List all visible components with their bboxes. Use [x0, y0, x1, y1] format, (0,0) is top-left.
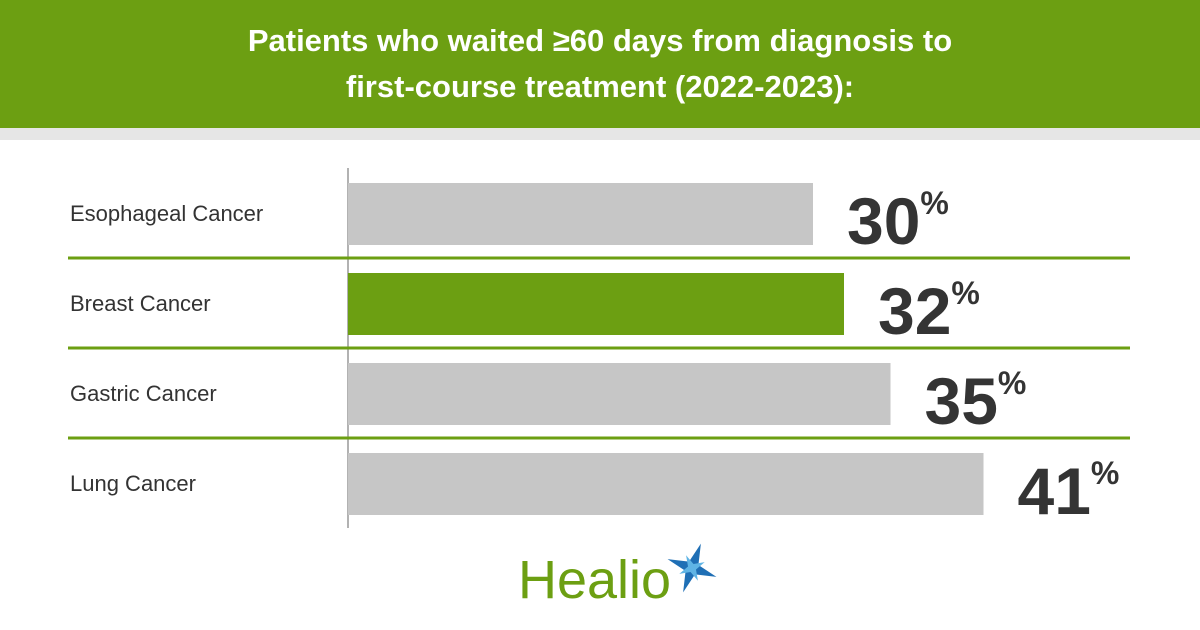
header: Patients who waited ≥60 days from diagno…	[0, 0, 1200, 128]
value-number: 41	[1018, 454, 1091, 528]
value-label: 35%	[925, 364, 1027, 438]
value-number: 35	[925, 364, 998, 438]
logo: Healio	[518, 550, 671, 610]
bar	[348, 363, 891, 425]
value-unit: %	[951, 275, 979, 311]
bar	[348, 273, 844, 335]
logo-star	[667, 543, 717, 593]
value-label: 30%	[847, 184, 949, 258]
header-strip	[0, 128, 1200, 140]
chart-title: Patients who waited ≥60 days from diagno…	[247, 23, 953, 104]
value-unit: %	[920, 185, 948, 221]
value-label: 41%	[1018, 454, 1120, 528]
value-label: 32%	[878, 274, 980, 348]
value-unit: %	[998, 365, 1026, 401]
bar	[348, 453, 984, 515]
value-number: 30	[847, 184, 920, 258]
value-number: 32	[878, 274, 951, 348]
category-label: Esophageal Cancer	[70, 201, 263, 226]
category-label: Gastric Cancer	[70, 381, 217, 406]
value-unit: %	[1091, 455, 1119, 491]
category-label: Breast Cancer	[70, 291, 211, 316]
category-label: Lung Cancer	[70, 471, 196, 496]
bar	[348, 183, 813, 245]
